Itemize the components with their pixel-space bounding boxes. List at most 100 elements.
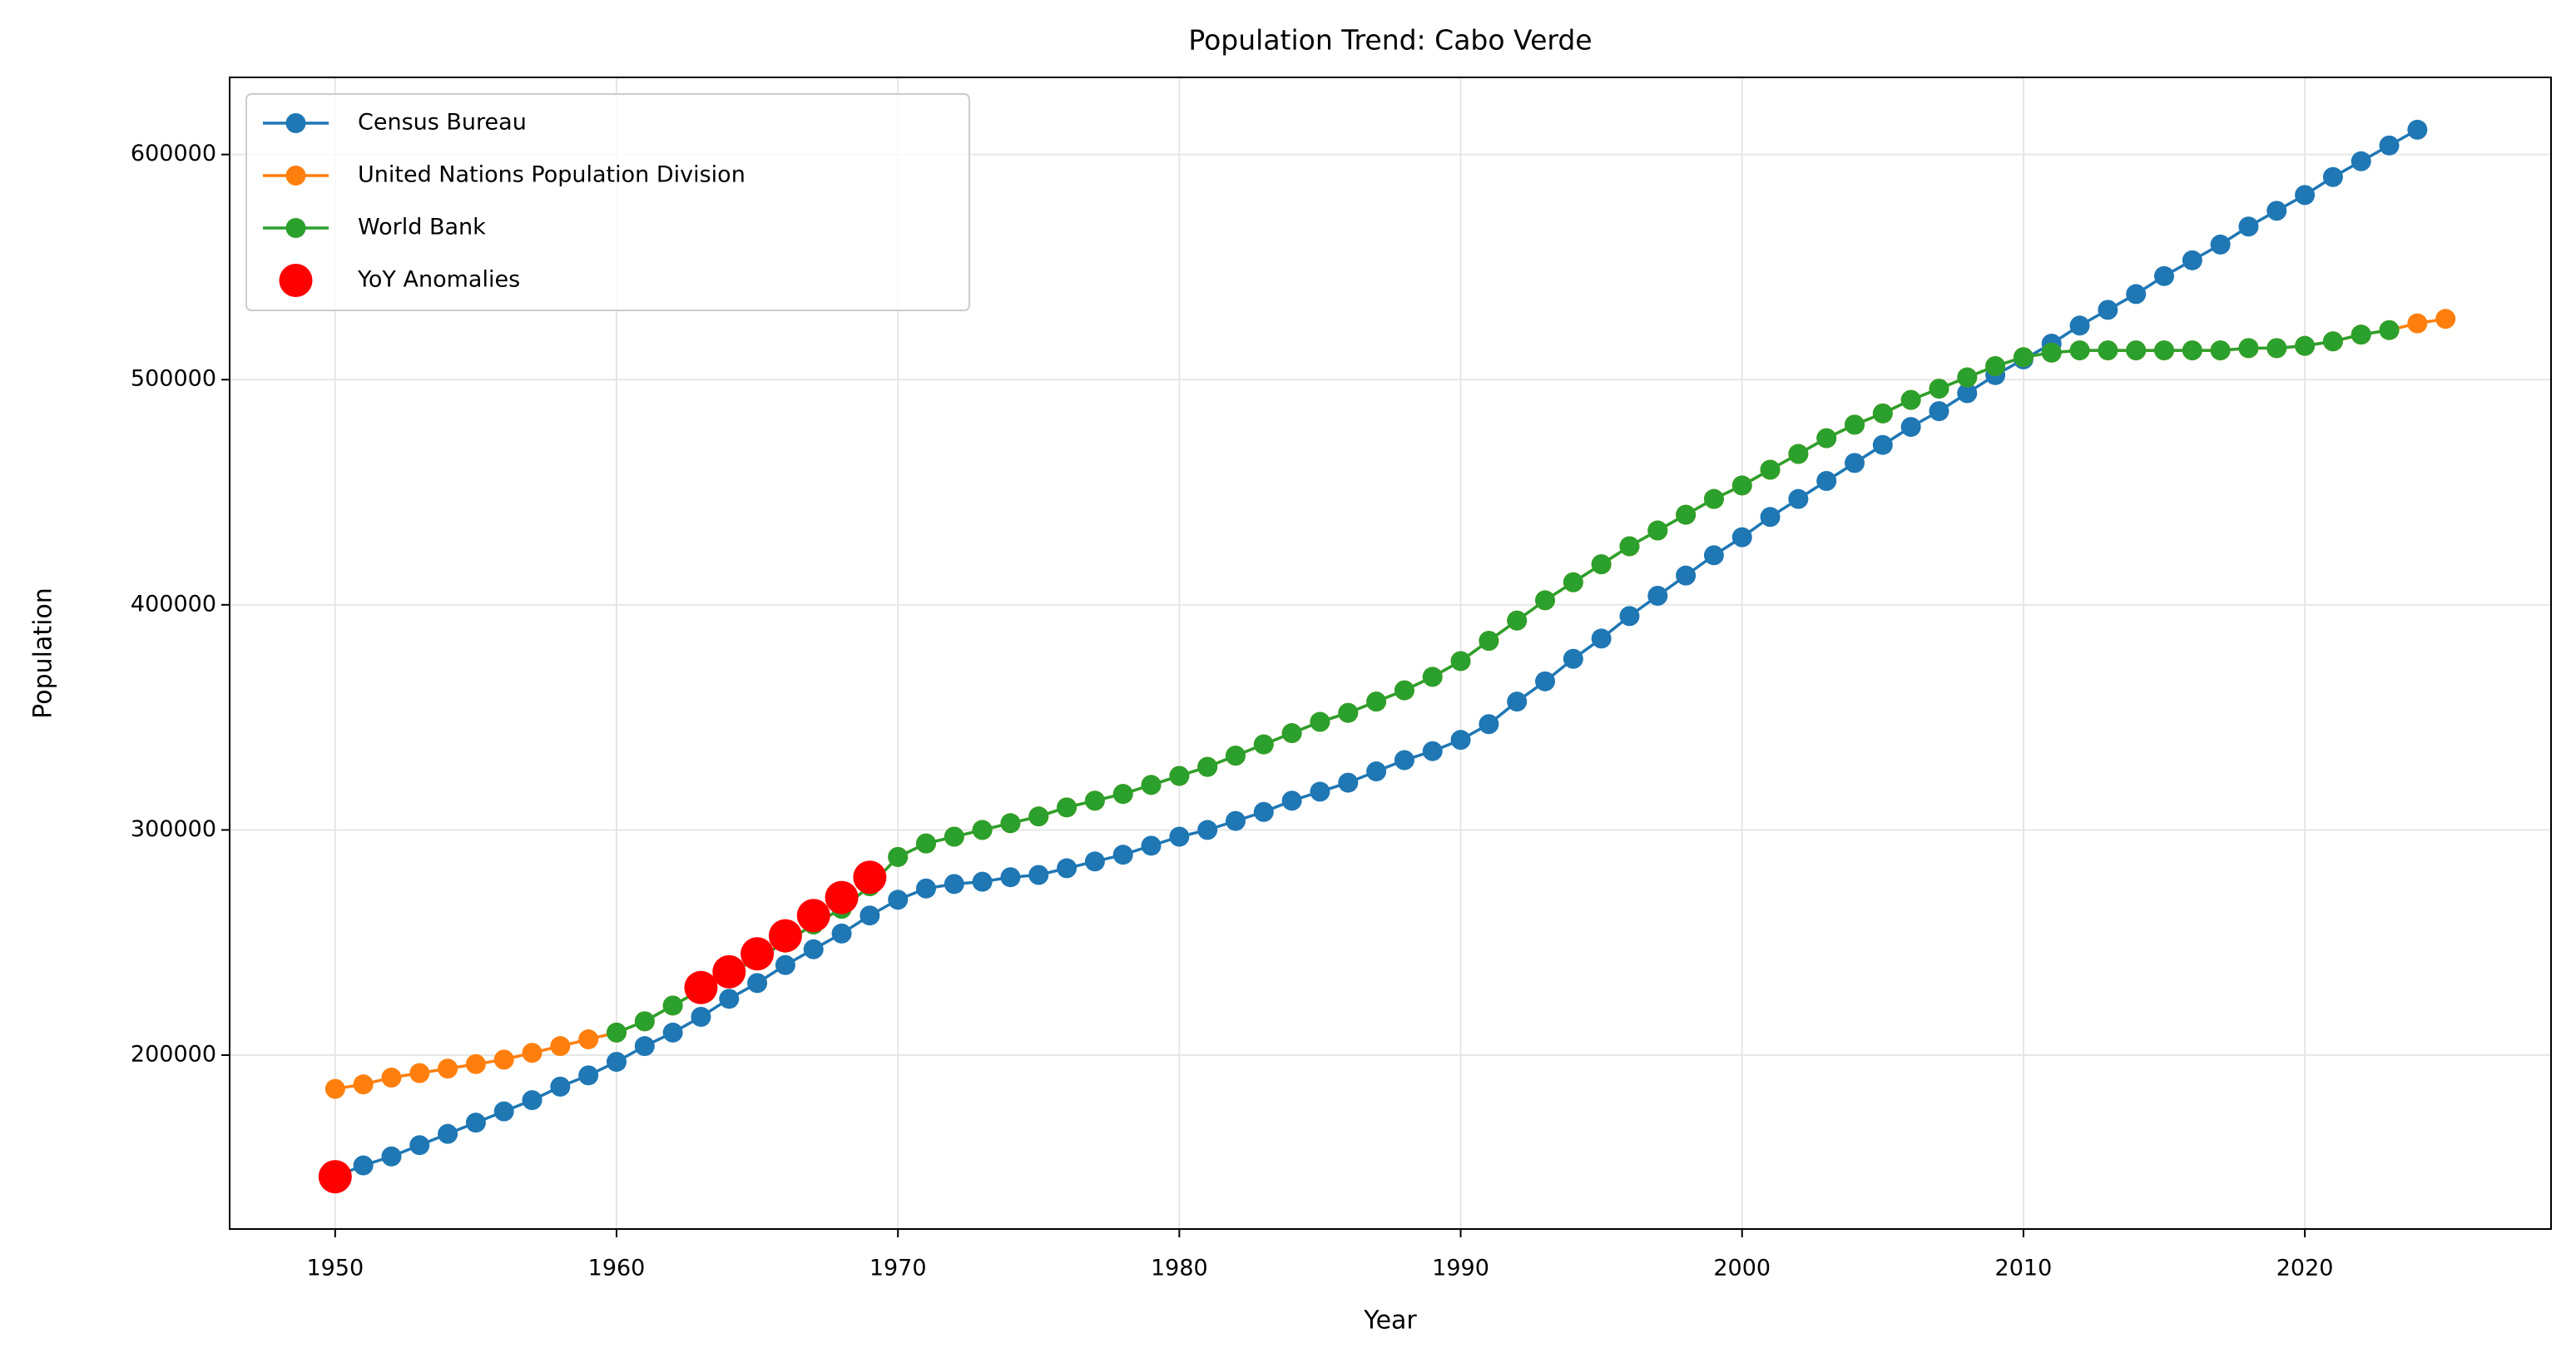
series-marker	[1788, 444, 1809, 464]
series-marker	[2407, 119, 2428, 140]
series-marker	[2295, 335, 2316, 356]
series-marker	[1535, 671, 1555, 691]
series-marker	[493, 1101, 514, 1122]
series-marker	[1816, 471, 1837, 492]
legend-box	[245, 93, 970, 311]
series-marker	[438, 1058, 458, 1079]
series-marker	[2351, 151, 2371, 171]
series-marker	[438, 1123, 458, 1144]
series-marker	[1619, 606, 1640, 627]
series-marker	[2238, 338, 2259, 359]
series-marker	[1731, 527, 1752, 548]
series-marker	[353, 1155, 374, 1176]
series-marker	[1591, 554, 1612, 575]
x-tick-label: 1950	[306, 1256, 364, 1281]
series-marker	[1422, 667, 1443, 687]
x-tick-label: 1990	[1432, 1256, 1489, 1281]
series-marker	[972, 820, 993, 840]
series-marker	[578, 1065, 599, 1086]
series-marker	[1929, 379, 1949, 399]
series-marker	[2126, 340, 2147, 361]
series-marker	[2351, 325, 2371, 345]
series-marker	[2210, 340, 2231, 361]
series-marker	[803, 939, 824, 959]
legend-label: Census Bureau	[358, 110, 527, 136]
series-marker	[1000, 867, 1021, 888]
series-marker	[1731, 475, 1752, 496]
series-marker	[1929, 401, 1949, 422]
series-marker	[916, 878, 936, 899]
series-marker	[2407, 313, 2428, 334]
series-marker	[1366, 691, 1387, 712]
series-marker	[944, 826, 964, 847]
anomaly-point	[796, 899, 830, 933]
series-marker	[1900, 417, 1921, 438]
series-marker	[1563, 572, 1583, 592]
series-marker	[2069, 315, 2090, 336]
anomaly-point	[825, 880, 859, 914]
series-marker	[1310, 781, 1330, 802]
series-marker	[719, 989, 740, 1009]
series-marker	[831, 923, 852, 944]
series-marker	[324, 1078, 345, 1099]
series-marker	[1310, 711, 1330, 732]
series-marker	[2322, 331, 2343, 352]
series-marker	[1338, 702, 1359, 723]
series-marker	[1703, 488, 1724, 509]
series-marker	[1760, 459, 1781, 480]
series-marker	[522, 1090, 542, 1111]
series-marker	[944, 874, 964, 895]
x-tick-label: 2020	[2276, 1256, 2334, 1281]
anomaly-point	[741, 937, 775, 971]
series-marker	[409, 1135, 430, 1156]
series-marker	[381, 1068, 402, 1088]
series-marker	[2154, 265, 2174, 286]
series-marker	[1253, 734, 1274, 755]
series-marker	[2069, 340, 2090, 361]
series-marker	[2182, 340, 2202, 361]
series-line	[616, 328, 2390, 1034]
series-marker	[493, 1049, 514, 1070]
series-marker	[522, 1043, 542, 1063]
series-marker	[2322, 166, 2343, 187]
series-marker	[662, 995, 683, 1016]
series-marker	[662, 1022, 683, 1043]
series-marker	[2041, 342, 2062, 363]
series-marker	[972, 871, 993, 892]
series-marker	[381, 1146, 402, 1167]
series-marker	[1281, 723, 1302, 744]
y-axis-label: Population	[29, 587, 58, 719]
series-marker	[1169, 826, 1190, 847]
series-marker	[634, 1036, 655, 1057]
y-tick-label: 300000	[131, 816, 216, 842]
series-marker	[1788, 488, 1809, 509]
series-marker	[747, 973, 768, 994]
legend-label: United Nations Population Division	[358, 162, 746, 188]
series-marker	[2379, 320, 2400, 340]
x-tick-label: 1970	[869, 1256, 927, 1281]
series-marker	[1507, 691, 1528, 712]
series-marker	[1422, 741, 1443, 761]
y-tick-label: 500000	[131, 366, 216, 392]
y-tick-label: 200000	[131, 1041, 216, 1067]
series-marker	[916, 833, 936, 854]
series-marker	[2013, 347, 2034, 368]
series-marker	[1872, 403, 1893, 424]
series-marker	[1647, 586, 1668, 607]
series-marker	[888, 890, 909, 910]
anomaly-point	[712, 954, 746, 989]
plot-frame	[229, 77, 2552, 1230]
series-marker	[1676, 565, 1697, 586]
series-marker	[2379, 135, 2400, 156]
series-marker	[1394, 750, 1414, 771]
y-tick-label: 600000	[131, 141, 216, 166]
series-marker	[2182, 250, 2202, 270]
series-marker	[1619, 536, 1640, 557]
series-marker	[1535, 590, 1555, 611]
series-marker	[2098, 300, 2118, 320]
anomaly-point	[768, 919, 802, 953]
series-marker	[1450, 651, 1471, 672]
series-marker	[1084, 791, 1105, 811]
series-marker	[2266, 201, 2287, 221]
